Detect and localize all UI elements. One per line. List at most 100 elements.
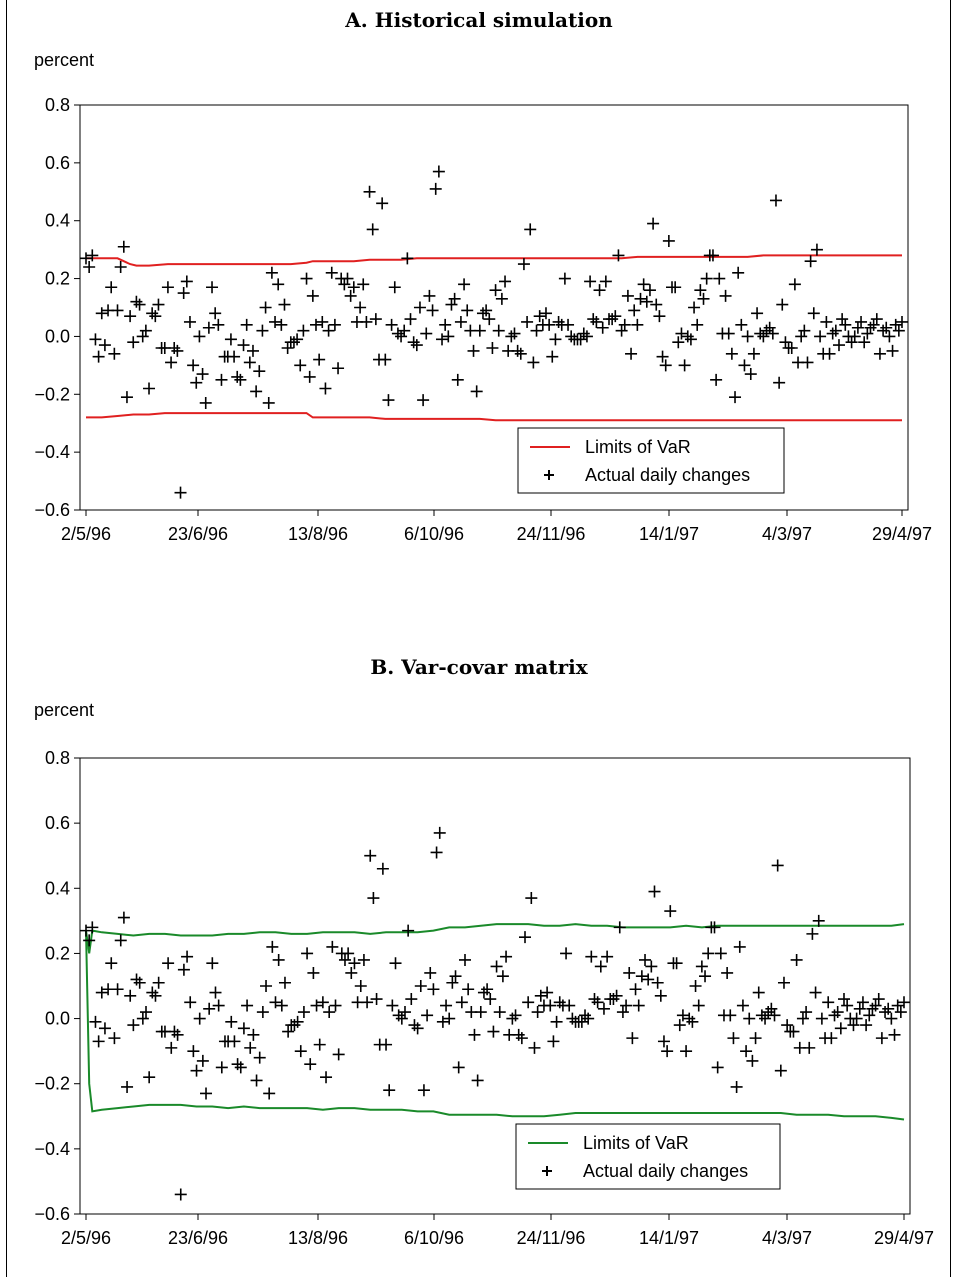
- actual-change-marker: [552, 315, 565, 328]
- actual-change-marker: [632, 999, 645, 1012]
- actual-change-marker: [440, 999, 453, 1012]
- actual-change-marker: [484, 993, 497, 1006]
- actual-change-marker: [692, 999, 705, 1012]
- actual-change-marker: [702, 947, 715, 960]
- legend-box: [515, 1123, 781, 1190]
- actual-change-marker: [512, 1028, 525, 1041]
- actual-change-marker: [146, 307, 159, 320]
- actual-change-marker: [152, 976, 165, 989]
- actual-change-marker: [108, 1032, 121, 1045]
- actual-change-marker: [773, 376, 786, 389]
- actual-change-marker: [436, 1015, 449, 1028]
- actual-change-marker: [639, 953, 652, 966]
- actual-change-marker: [531, 1006, 544, 1019]
- actual-change-marker: [543, 318, 556, 331]
- actual-change-marker: [706, 249, 719, 262]
- actual-change-marker: [443, 1012, 456, 1025]
- actual-change-marker: [710, 373, 723, 386]
- y-tick-label: −0.2: [34, 1074, 70, 1094]
- actual-change-marker: [89, 1015, 102, 1028]
- actual-change-marker: [421, 1009, 434, 1022]
- actual-change-marker: [392, 1009, 405, 1022]
- actual-change-marker: [680, 1045, 693, 1058]
- actual-change-marker: [637, 278, 650, 291]
- actual-change-marker: [803, 1041, 816, 1054]
- actual-change-marker: [376, 862, 389, 875]
- actual-change-marker: [187, 1045, 200, 1058]
- actual-change-marker: [496, 970, 509, 983]
- actual-change-marker: [240, 318, 253, 331]
- actual-change-marker: [606, 313, 619, 326]
- actual-change-marker: [449, 970, 462, 983]
- actual-change-marker: [253, 1051, 266, 1064]
- legend-box: [517, 427, 785, 494]
- var-limit-upper-line: [86, 254, 902, 267]
- actual-change-marker: [527, 356, 540, 369]
- y-tick-label: −0.2: [34, 384, 70, 404]
- x-tick-label: 2/5/96: [61, 1228, 111, 1248]
- actual-change-marker: [395, 330, 408, 343]
- x-tick-label: 6/10/96: [404, 1228, 464, 1248]
- actual-change-marker: [143, 382, 156, 395]
- chart-b-var-covar-matrix: 0.8 0.6 0.4 0.2 0.0 −0.2 −0.4 −0.6 2/5/96 23/6/96…: [34, 748, 934, 1248]
- actual-change-marker: [301, 947, 314, 960]
- actual-change-marker: [183, 315, 196, 328]
- actual-change-marker: [410, 339, 423, 352]
- actual-change-marker: [593, 284, 606, 297]
- actual-change-marker: [673, 1019, 686, 1032]
- actual-change-marker: [754, 327, 767, 340]
- actual-change-marker: [640, 295, 653, 308]
- actual-change-marker: [320, 1071, 333, 1084]
- actual-change-marker: [688, 301, 701, 314]
- actual-change-marker: [550, 1015, 563, 1028]
- actual-change-marker: [294, 359, 307, 372]
- actual-change-marker: [866, 1002, 879, 1015]
- actual-change-marker: [597, 1002, 610, 1015]
- actual-change-marker: [212, 318, 225, 331]
- actual-change-marker: [511, 344, 524, 357]
- actual-change-marker: [149, 989, 162, 1002]
- actual-change-marker: [689, 980, 702, 992]
- actual-change-marker: [187, 359, 200, 372]
- actual-change-marker: [272, 953, 285, 966]
- actual-change-marker: [815, 1012, 828, 1025]
- actual-change-marker: [483, 313, 496, 326]
- actual-change-marker: [260, 980, 273, 992]
- actual-change-marker: [386, 999, 399, 1012]
- y-tick-label: −0.4: [34, 1139, 70, 1159]
- actual-change-marker: [798, 324, 811, 337]
- actual-change-marker: [439, 318, 452, 331]
- actual-change-marker: [645, 960, 658, 973]
- actual-change-marker: [831, 1006, 844, 1019]
- actual-change-marker: [127, 1019, 140, 1032]
- actual-change-marker: [206, 957, 219, 970]
- actual-change-marker: [812, 914, 825, 927]
- actual-change-marker: [124, 310, 137, 323]
- actual-change-marker: [364, 849, 377, 862]
- actual-change-marker: [828, 1009, 841, 1022]
- actual-change-marker: [323, 1006, 336, 1019]
- actual-change-marker: [105, 957, 118, 970]
- actual-change-marker: [744, 368, 757, 381]
- actual-change-marker: [596, 321, 609, 334]
- actual-change-marker: [114, 261, 127, 273]
- actual-change-marker: [509, 1009, 522, 1022]
- actual-change-marker: [269, 315, 282, 328]
- actual-change-marker: [83, 261, 96, 273]
- actual-change-marker: [711, 1061, 724, 1074]
- actual-change-marker: [328, 318, 341, 331]
- actual-change-marker: [834, 1022, 847, 1035]
- actual-change-marker: [829, 324, 842, 337]
- actual-change-marker: [436, 333, 449, 346]
- actual-change-marker: [601, 950, 614, 963]
- actual-change-marker: [853, 1002, 866, 1015]
- actual-change-marker: [417, 1084, 430, 1097]
- actual-change-marker: [262, 396, 275, 409]
- actual-change-marker: [506, 1012, 519, 1025]
- actual-change-marker: [133, 298, 146, 311]
- actual-change-marker: [628, 304, 641, 317]
- actual-change-marker: [662, 234, 675, 247]
- actual-change-marker: [727, 1032, 740, 1045]
- actual-change-marker: [344, 289, 357, 302]
- actual-change-marker: [291, 333, 304, 346]
